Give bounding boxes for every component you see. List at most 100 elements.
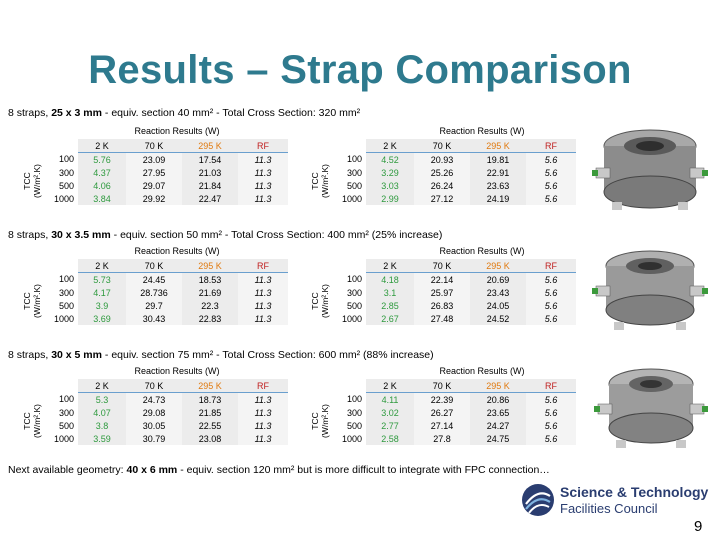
result-value: 19.81 [470,152,526,166]
table-header-row: 2 K 70 K 295 K RF [332,139,576,153]
result-value: 2.99 [366,192,414,205]
table-header-row: 2 K 70 K 295 K RF [44,139,288,153]
tcc-value: 500 [346,420,362,431]
tcc-title: TCC [22,292,32,310]
result-value: 3.03 [366,179,414,192]
result-value: 3.84 [78,192,126,205]
section-suffix: - equiv. section 40 mm² - Total Cross Se… [101,107,361,119]
column-header: RF [238,379,288,393]
result-value: 4.06 [78,179,126,192]
result-value: 11.3 [238,419,288,432]
result-value: 30.79 [126,432,182,445]
result-value: 29.7 [126,299,182,312]
result-value: 2.85 [366,299,414,312]
result-value: 26.27 [414,406,470,419]
column-header: RF [238,139,288,153]
reaction-results-header: Reaction Results (W) [134,366,220,376]
result-value: 24.19 [470,192,526,205]
result-value: 5.73 [78,272,126,286]
result-value: 11.3 [238,152,288,166]
section-prefix: 8 straps, [8,229,52,241]
tcc-title: TCC [22,412,32,430]
cryostat-model-image-1 [588,118,712,220]
next-geometry-note: Next available geometry: 40 x 6 mm - equ… [8,464,550,476]
result-value: 5.6 [526,406,576,419]
section-prefix: 8 straps, [8,349,52,361]
result-value: 24.05 [470,299,526,312]
result-value: 5.6 [526,152,576,166]
tcc-title: TCC [310,172,320,190]
cryostat-model-image-2 [588,240,712,342]
tcc-title: TCC [22,172,32,190]
table-row: 300 3.1 25.97 23.43 5.6 [332,286,576,299]
tcc-value: 500 [58,180,74,191]
stfc-emblem-icon [522,484,554,516]
table-row: 300 4.17 28.736 21.69 11.3 [44,286,288,299]
table-row: 1000 2.99 27.12 24.19 5.6 [332,192,576,205]
note-prefix: Next available geometry: [8,464,127,476]
result-value: 23.65 [470,406,526,419]
result-value: 3.69 [78,312,126,325]
table-row: 1000 2.58 27.8 24.75 5.6 [332,432,576,445]
result-value: 11.3 [238,192,288,205]
cryostat-model-image-3 [592,360,710,458]
result-value: 2.77 [366,419,414,432]
table-row: 100 5.73 24.45 18.53 11.3 [44,272,288,286]
result-value: 17.54 [182,152,238,166]
results-table: 2 K 70 K 295 K RF 100 5.3 24.73 18.73 11.3 300 4.0… [44,379,288,445]
result-value: 23.09 [126,152,182,166]
result-value: 5.6 [526,432,576,445]
result-value: 5.6 [526,312,576,325]
result-value: 25.26 [414,166,470,179]
section-strap-size: 30 x 5 mm [51,349,102,361]
result-value: 22.83 [182,312,238,325]
result-value: 25.97 [414,286,470,299]
result-value: 5.6 [526,166,576,179]
result-value: 3.02 [366,406,414,419]
column-header: 70 K [126,379,182,393]
tcc-value: 100 [346,154,362,165]
result-value: 20.86 [470,392,526,406]
result-value: 28.736 [126,286,182,299]
stfc-logo: Science & Technology Facilities Council [520,482,710,522]
results-table: 2 K 70 K 295 K RF 100 4.11 22.39 20.86 5.6 300 3.0… [332,379,576,445]
tcc-value: 300 [346,167,362,178]
tcc-value: 500 [58,300,74,311]
result-value: 27.8 [414,432,470,445]
column-header: 2 K [78,379,126,393]
tcc-units: (W/m².K) [32,284,42,318]
table-row: 500 3.03 26.24 23.63 5.6 [332,179,576,192]
table-row: 100 4.52 20.93 19.81 5.6 [332,152,576,166]
column-header: 2 K [366,139,414,153]
column-header: 2 K [78,259,126,273]
header-blank [332,379,366,393]
note-size: 40 x 6 mm [126,464,178,476]
result-value: 22.39 [414,392,470,406]
result-value: 3.9 [78,299,126,312]
slide-title: Results – Strap Comparison [88,48,632,92]
table-row: 500 3.9 29.7 22.3 11.3 [44,299,288,312]
column-header: 295 K [470,259,526,273]
result-value: 4.17 [78,286,126,299]
tcc-value: 300 [58,167,74,178]
tcc-units: (W/m².K) [32,404,42,438]
result-value: 22.91 [470,166,526,179]
column-header: RF [526,379,576,393]
section-strap-size: 25 x 3 mm [51,107,102,119]
tcc-units: (W/m².K) [320,164,330,198]
results-table-s3-left: TCC (W/m².K) Reaction Results (W) 2 K 70 K 29… [22,363,312,455]
result-value: 30.05 [126,419,182,432]
tcc-value: 100 [58,394,74,405]
tcc-value: 300 [58,407,74,418]
tcc-value: 1000 [341,433,362,444]
result-value: 27.14 [414,419,470,432]
tcc-value: 500 [58,420,74,431]
tcc-value: 1000 [341,193,362,204]
result-value: 11.3 [238,179,288,192]
result-value: 5.3 [78,392,126,406]
result-value: 2.58 [366,432,414,445]
section-3-caption: 8 straps, 30 x 5 mm - equiv. section 75 … [8,349,434,361]
tcc-value: 1000 [341,313,362,324]
result-value: 21.84 [182,179,238,192]
result-value: 21.69 [182,286,238,299]
